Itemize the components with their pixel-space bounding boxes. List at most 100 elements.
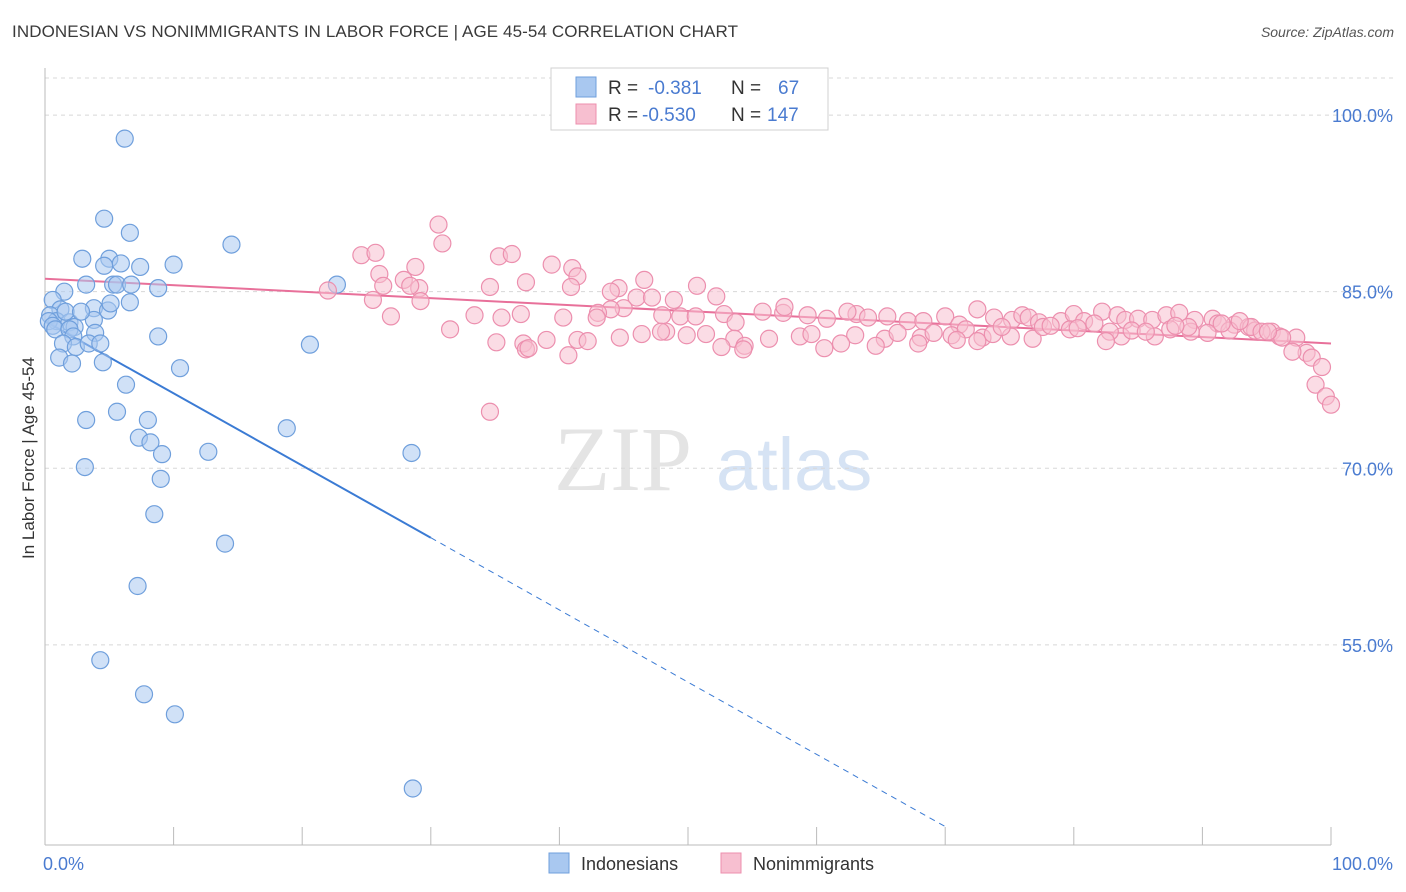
nonimmigrants-point [1068, 319, 1087, 338]
nonimmigrants-point [492, 308, 511, 327]
nonimmigrants-point [1212, 314, 1231, 333]
bottom-legend-label-indonesians: Indonesians [581, 854, 678, 874]
indonesians-point [120, 293, 139, 312]
nonimmigrants-point [554, 308, 573, 327]
indonesians-point [222, 235, 241, 254]
bottom-legend-swatch-indonesians [548, 852, 570, 874]
nonimmigrants-point [440, 320, 460, 339]
legend-n-label-2: N = [731, 105, 761, 126]
indonesians-point [71, 302, 91, 321]
nonimmigrants-point [1096, 332, 1116, 351]
indonesians-point [73, 249, 92, 268]
nonimmigrants-point [707, 287, 726, 306]
indonesians-point [101, 294, 120, 313]
indonesians-point [77, 275, 96, 294]
legend-n-label-1: N = [731, 78, 761, 99]
legend-swatch-indonesians [575, 76, 597, 98]
nonimmigrants-point [1312, 357, 1332, 377]
nonimmigrants-point [858, 308, 878, 327]
nonimmigrants-point [610, 328, 629, 347]
nonimmigrants-point [1321, 395, 1341, 414]
bottom-legend-label-nonimmigrants: Nonimmigrants [753, 854, 874, 874]
nonimmigrants-point [1198, 323, 1217, 342]
nonimmigrants-point [753, 302, 772, 321]
nonimmigrants-point [1283, 342, 1302, 361]
nonimmigrants-point [947, 330, 966, 350]
nonimmigrants-point [1306, 375, 1325, 394]
y-tick-label: 100.0% [1332, 106, 1393, 126]
nonimmigrants-point [406, 257, 425, 277]
nonimmigrants-point [578, 332, 597, 351]
y-tick-label: 85.0% [1342, 283, 1393, 303]
grid-lines [45, 77, 1394, 646]
nonimmigrants-point [651, 322, 671, 341]
indonesians-point [141, 433, 160, 452]
indonesians-point [403, 779, 422, 798]
nonimmigrants-point [802, 324, 821, 344]
nonimmigrants-point [480, 277, 500, 297]
nonimmigrants-point [480, 402, 500, 421]
nonimmigrants-point [878, 307, 897, 326]
nonimmigrants-point [542, 255, 561, 274]
indonesians-point [165, 705, 184, 724]
nonimmigrants-point [653, 306, 672, 325]
nonimmigrants-point [1136, 322, 1155, 341]
nonimmigrants-point [798, 306, 817, 325]
nonimmigrants-point [759, 329, 779, 348]
x-tick-label: 100.0% [1332, 854, 1393, 874]
nonimmigrants-point [888, 323, 907, 342]
indonesians-point [277, 419, 296, 438]
legend-box [550, 67, 829, 131]
nonimmigrants-point [433, 234, 452, 253]
nonimmigrants-point [866, 336, 885, 355]
nonimmigrants-point [1085, 314, 1104, 333]
nonimmigrants-point [838, 302, 857, 321]
legend-r-label-1: R = [608, 78, 638, 99]
indonesians-point [91, 651, 110, 670]
bottom-legend-swatch-nonimmigrants [720, 852, 742, 874]
legend-r-label-2: R = [608, 105, 638, 126]
indonesians-point [145, 505, 164, 524]
nonimmigrants-point [734, 340, 753, 359]
watermark-atlas: atlas [716, 423, 872, 506]
nonimmigrants-point [831, 334, 851, 353]
nonimmigrants-point [909, 334, 928, 353]
nonimmigrants-point [664, 290, 683, 310]
legend-n-value-2: 147 [767, 105, 799, 126]
indonesians-point [75, 457, 94, 477]
nonimmigrants-point [487, 333, 506, 352]
nonimmigrants-point [642, 288, 662, 307]
nonimmigrants-point [924, 323, 943, 342]
nonimmigrants-point [516, 273, 536, 292]
indonesians-point [91, 334, 110, 353]
nonimmigrants-point [936, 307, 955, 326]
nonimmigrants-point [1041, 316, 1060, 335]
indonesians-point [170, 359, 190, 378]
indonesians-trend-extension [430, 537, 946, 827]
nonimmigrants-point [374, 276, 393, 295]
nonimmigrants-point [601, 282, 620, 301]
legend-n-value-1: 67 [778, 78, 799, 99]
nonimmigrants-point [1230, 312, 1249, 331]
nonimmigrants-point [1023, 329, 1042, 348]
nonimmigrants-point [968, 300, 987, 319]
nonimmigrants-point [381, 307, 401, 326]
data-points [39, 129, 1341, 798]
indonesians-point [151, 469, 170, 488]
indonesians-point [149, 279, 168, 298]
nonimmigrants-point [519, 339, 538, 358]
nonimmigrants-point [671, 307, 690, 326]
nonimmigrants-point [992, 317, 1011, 337]
nonimmigrants-point [635, 270, 654, 290]
indonesians-point [115, 129, 134, 148]
indonesians-point [77, 410, 96, 430]
nonimmigrants-point [687, 276, 707, 295]
indonesians-point [138, 410, 157, 430]
nonimmigrants-point [465, 306, 484, 325]
indonesians-point [164, 255, 183, 274]
indonesians-point [56, 302, 75, 321]
legend-swatch-nonimmigrants [575, 103, 597, 125]
indonesians-point [152, 445, 172, 464]
x-tick-label: 0.0% [43, 854, 84, 874]
